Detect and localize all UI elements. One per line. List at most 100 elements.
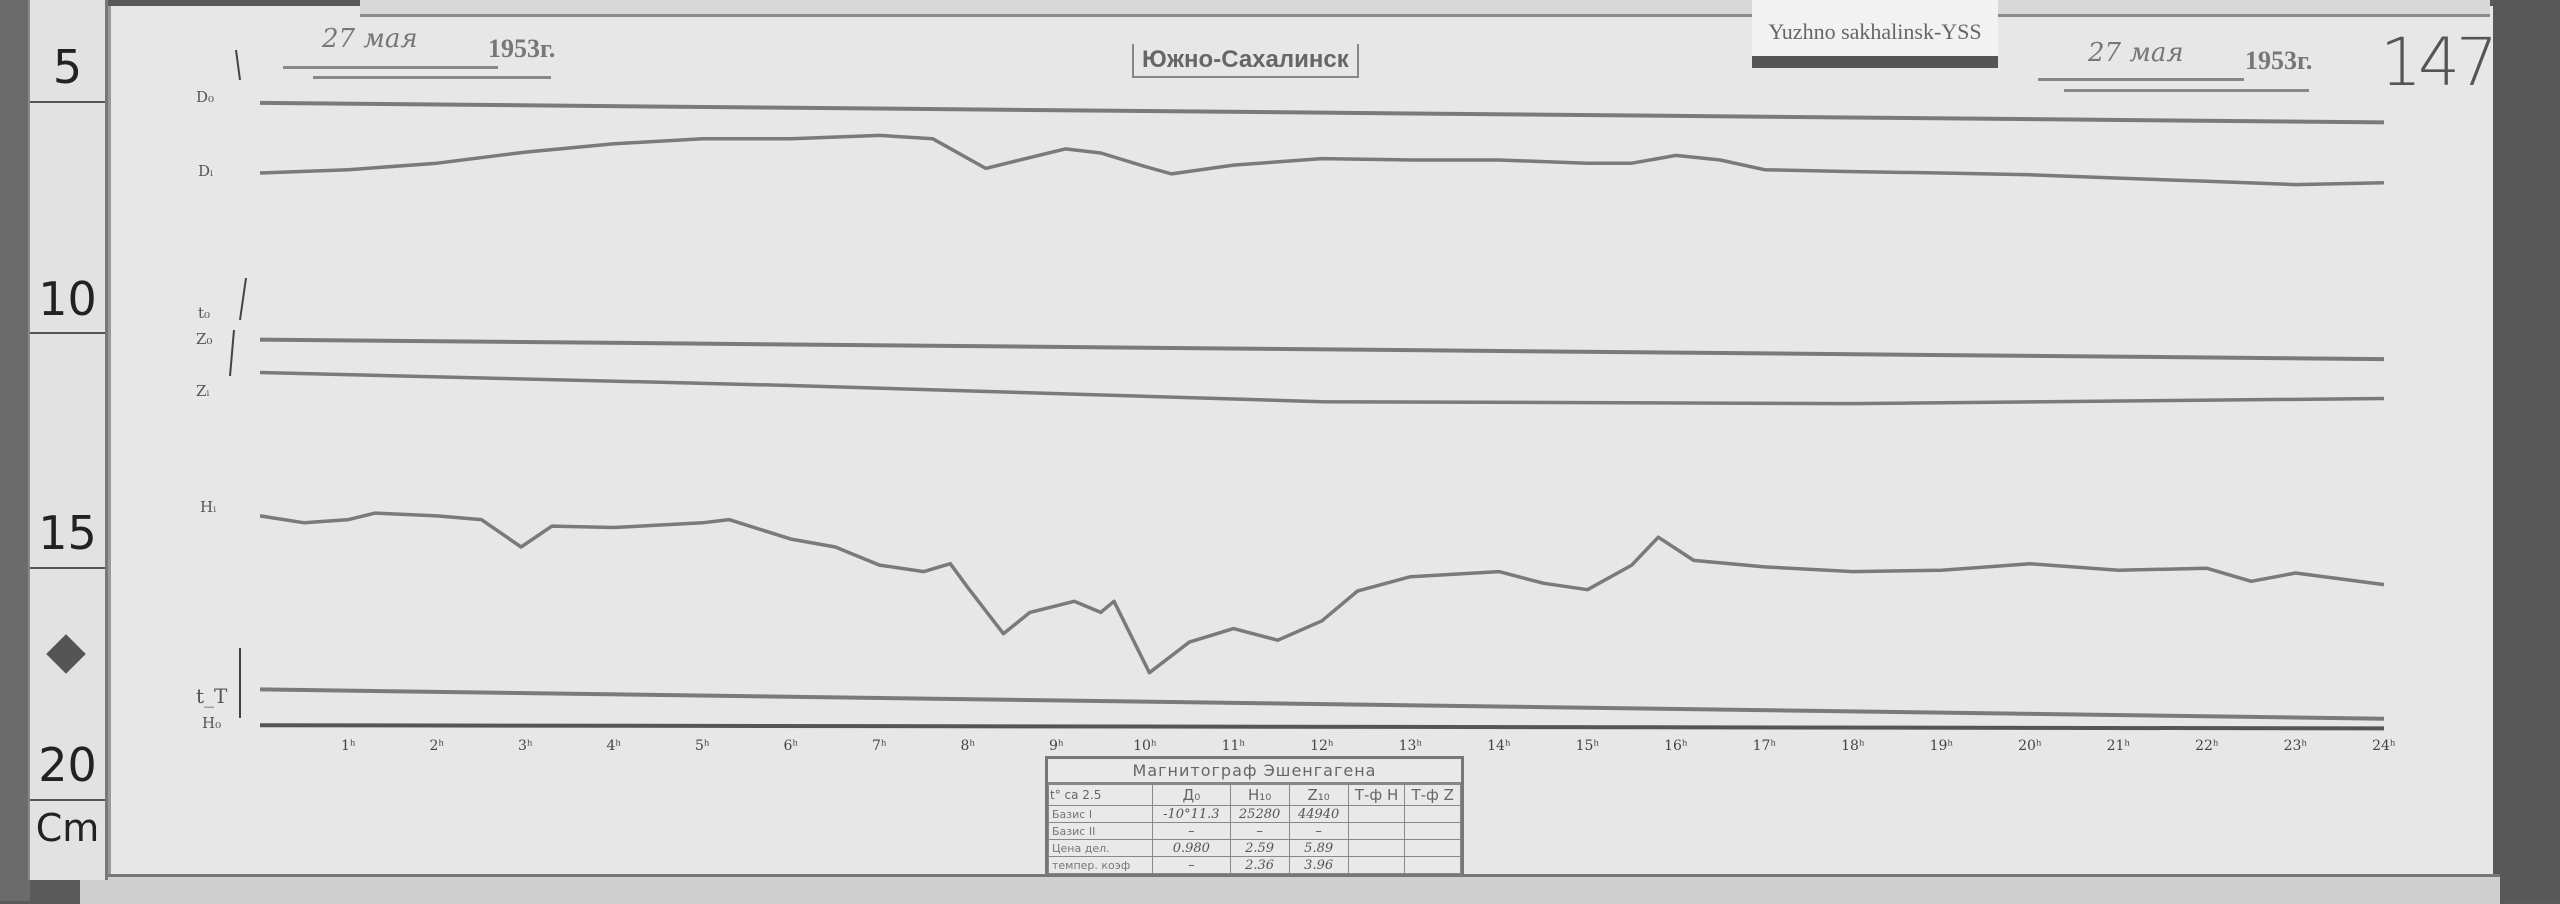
table-cell xyxy=(1347,822,1406,840)
table-cell: – xyxy=(1152,856,1231,874)
hour-tick-label: 1ʰ xyxy=(341,738,356,754)
col-header: t° ca 2.5 xyxy=(1047,784,1154,806)
trace-Dᵢ xyxy=(259,133,2385,187)
table-row: темпер. коэф – 2.36 3.96 xyxy=(1047,856,1461,874)
ruler-label-5: 5 xyxy=(52,40,83,94)
table-cell: – xyxy=(1152,822,1231,840)
date-right-day: 27 мая xyxy=(2088,38,2184,68)
sheet-number: 147 xyxy=(2380,24,2498,101)
hour-tick-label: 7ʰ xyxy=(872,738,887,754)
table-cell: -10°11.3 xyxy=(1152,805,1231,823)
hour-tick-label: 5ʰ xyxy=(695,738,710,754)
col-header: Т-ф Z xyxy=(1404,784,1461,806)
ruler-label-10: 10 xyxy=(38,272,97,326)
ruler-label-20: 20 xyxy=(38,738,97,792)
background-right-edge xyxy=(2493,0,2560,901)
table-cell xyxy=(1404,856,1461,874)
date-right-year: 1953г. xyxy=(2245,46,2313,75)
polarity-arrow-z-icon xyxy=(229,329,235,377)
underline xyxy=(2064,89,2309,92)
ruler-mark xyxy=(30,101,105,103)
hour-tick-label: 15ʰ xyxy=(1575,738,1600,754)
channel-label-hi: Hᵢ xyxy=(200,498,217,516)
hour-tick-label: 10ʰ xyxy=(1133,738,1157,754)
table-title: Магнитограф Эшенгагена xyxy=(1048,759,1461,784)
magnetogram-sheet xyxy=(108,6,2496,876)
ruler-label-15: 15 xyxy=(38,506,97,560)
table-cell xyxy=(1347,805,1406,823)
col-header: H₁₀ xyxy=(1229,784,1290,806)
table-cell xyxy=(1347,856,1406,874)
hour-tick-label: 11ʰ xyxy=(1221,738,1246,754)
underline xyxy=(283,66,498,69)
hour-tick-label: 12ʰ xyxy=(1310,738,1334,754)
hour-tick-label: 3ʰ xyxy=(518,738,533,754)
channel-label-zi: Zᵢ xyxy=(196,382,210,400)
table-header-row: t° ca 2.5 Д₀ H₁₀ Z₁₀ Т-ф H Т-ф Z xyxy=(1047,784,1461,806)
hour-tick-label: 21ʰ xyxy=(2106,738,2131,754)
table-cell: – xyxy=(1229,822,1290,840)
table-row: Базис II – – – xyxy=(1047,822,1461,840)
hour-tick-label: 20ʰ xyxy=(2018,738,2042,754)
table-cell: – xyxy=(1288,822,1349,840)
channel-label-d0: D₀ xyxy=(196,88,215,106)
table-cell: 44940 xyxy=(1288,805,1349,823)
table-cell xyxy=(1347,839,1406,857)
trace-H₀ xyxy=(259,723,2385,731)
station-tag: Yuzhno sakhalinsk-YSS xyxy=(1752,0,1998,68)
table-cell: 5.89 xyxy=(1288,839,1349,857)
hour-tick-label: 19ʰ xyxy=(1929,738,1954,754)
table-cell: 2.36 xyxy=(1229,856,1290,874)
channel-label-di: Dᵢ xyxy=(198,162,214,180)
row-label: темпер. коэф xyxy=(1047,856,1154,874)
ruler-mark xyxy=(30,799,105,801)
hour-tick-label: 14ʰ xyxy=(1487,738,1511,754)
channel-label-h0: H₀ xyxy=(202,714,222,732)
hour-tick-label: 2ʰ xyxy=(429,738,445,754)
row-label: Цена дел. xyxy=(1047,839,1154,857)
hour-tick-label: 23ʰ xyxy=(2283,738,2308,754)
table-cell: 3.96 xyxy=(1288,856,1349,874)
col-header: Д₀ xyxy=(1152,784,1231,806)
channel-label-tt: t_T xyxy=(196,684,228,708)
table-cell xyxy=(1404,839,1461,857)
hour-tick-label: 13ʰ xyxy=(1398,738,1423,754)
hour-tick-label: 8ʰ xyxy=(960,738,976,754)
table-cell: 0.980 xyxy=(1152,839,1231,857)
row-label: Базис I xyxy=(1047,805,1154,823)
calibration-table: Магнитограф Эшенгагена t° ca 2.5 Д₀ H₁₀ … xyxy=(1045,756,1464,877)
trace-Z₀ xyxy=(259,337,2385,362)
table-cell xyxy=(1404,805,1461,823)
underline xyxy=(313,76,551,79)
table-row: Цена дел. 0.980 2.59 5.89 xyxy=(1047,839,1461,857)
row-label: Базис II xyxy=(1047,822,1154,840)
trace-t_T xyxy=(259,687,2385,721)
col-header: Т-ф H xyxy=(1347,784,1406,806)
date-left-year: 1953г. xyxy=(488,34,556,63)
table-cell xyxy=(1404,822,1461,840)
hour-tick-label: 22ʰ xyxy=(2195,738,2219,754)
col-header: Z₁₀ xyxy=(1288,784,1349,806)
table-cell: 25280 xyxy=(1229,805,1290,823)
station-title: Южно-Сахалинск xyxy=(1132,44,1359,78)
hour-tick-label: 24ʰ xyxy=(2372,738,2396,754)
trace-Zᵢ xyxy=(259,370,2385,406)
hour-tick-label: 9ʰ xyxy=(1049,738,1064,754)
polarity-arrow-d-icon xyxy=(235,49,241,81)
channel-label-z0: Z₀ xyxy=(196,330,213,348)
trace-Hᵢ xyxy=(259,511,2385,675)
hour-tick-label: 4ʰ xyxy=(606,738,622,754)
hour-tick-label: 17ʰ xyxy=(1752,738,1777,754)
cm-ruler: 5 10 15 20 Cm xyxy=(28,0,108,880)
table-cell: 2.59 xyxy=(1229,839,1290,857)
trace-D₀ xyxy=(259,100,2385,125)
table-row: Базис I -10°11.3 25280 44940 xyxy=(1047,805,1461,823)
date-left-day: 27 мая xyxy=(322,24,418,54)
ruler-mark xyxy=(30,567,105,569)
channel-label-t0: t₀ xyxy=(198,304,211,322)
hour-tick-label: 18ʰ xyxy=(1841,738,1865,754)
ruler-mark xyxy=(30,332,105,334)
polarity-arrow-t-icon xyxy=(239,277,247,321)
underline xyxy=(2038,78,2244,81)
